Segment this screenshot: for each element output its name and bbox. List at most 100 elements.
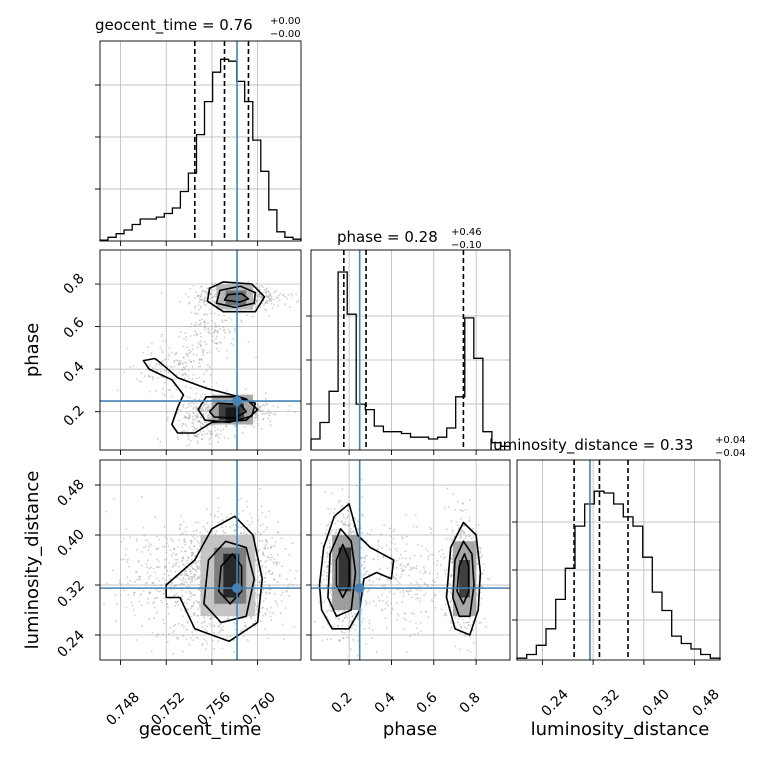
sample-point [381,547,383,549]
sample-point [160,599,162,602]
sample-point [449,591,452,593]
sample-point [216,433,219,435]
histogram-bar [411,437,420,450]
sample-point [466,649,469,651]
sample-point [401,569,404,572]
sample-point [265,543,268,546]
sample-point [103,603,105,606]
sample-point [191,634,194,636]
sample-point [347,668,349,670]
sample-point [190,548,193,551]
sample-point [150,544,153,546]
sample-point [323,570,326,573]
sample-point [262,553,264,556]
sample-point [267,510,270,513]
sample-point [125,547,128,550]
sample-point [179,360,182,363]
sample-point [360,478,363,481]
sample-point [225,425,228,428]
sample-point [260,296,263,298]
sample-point [188,599,191,601]
sample-point [162,340,164,342]
sample-point [465,627,468,630]
sample-point [196,333,199,335]
sample-point [378,599,381,602]
sample-point [321,639,324,642]
sample-point [357,639,360,642]
sample-point [190,350,193,353]
sample-point [197,442,199,444]
sample-point [142,590,145,592]
sample-point [181,373,184,376]
sample-point [412,566,415,569]
sample-point [405,513,407,516]
sample-point [129,536,132,538]
sample-point [211,532,214,534]
sample-point [419,589,422,592]
sample-point [269,546,272,549]
sample-point [271,556,273,559]
sample-point [213,331,216,333]
sample-point [155,577,158,580]
sample-point [178,371,181,374]
sample-point [404,613,407,615]
sample-point [212,295,215,298]
sample-point [458,623,461,626]
sample-point [141,564,143,567]
sample-point [123,558,125,561]
sample-point [197,521,200,524]
sample-point [147,577,150,580]
sample-point [351,626,353,629]
sample-point [204,320,206,322]
sample-point [222,629,224,632]
sample-point [334,516,337,519]
sample-point [361,576,364,579]
sample-point [246,520,249,522]
sample-point [381,609,384,612]
sample-point [229,635,232,638]
sample-point [326,585,329,587]
sample-point [257,570,260,573]
sample-point [178,622,180,625]
sample-point [209,437,212,439]
sample-point [273,578,275,581]
sample-point [456,524,459,527]
sample-point [440,555,442,558]
sample-point [371,637,374,639]
sample-point [164,381,166,384]
sample-point [206,508,209,511]
sample-point [148,545,150,548]
sample-point [444,612,447,615]
sample-point [164,565,167,568]
sample-point [211,639,214,642]
sample-point [405,557,407,560]
sample-point [409,635,412,637]
sample-point [146,539,149,542]
sample-point [206,414,209,417]
sample-point [120,558,123,561]
sample-point [199,323,202,326]
sample-point [232,639,235,642]
sample-point [166,416,169,419]
sample-point [198,604,201,606]
sample-point [400,563,403,565]
sample-point [162,593,165,596]
sample-point [256,608,258,611]
sample-point [141,604,143,607]
sample-point [198,583,201,586]
sample-point [206,401,209,404]
sample-point [436,572,439,575]
sample-point [214,282,217,285]
sample-point [390,554,393,557]
sample-point [450,592,452,595]
sample-point [244,388,247,390]
density-marks [100,250,301,450]
sample-point [337,610,339,612]
truth-marker [232,396,243,407]
sample-point [180,608,183,611]
sample-point [155,362,158,365]
sample-point [191,365,194,368]
sample-point [389,581,392,584]
sample-point [163,597,166,599]
sample-point [196,536,199,538]
